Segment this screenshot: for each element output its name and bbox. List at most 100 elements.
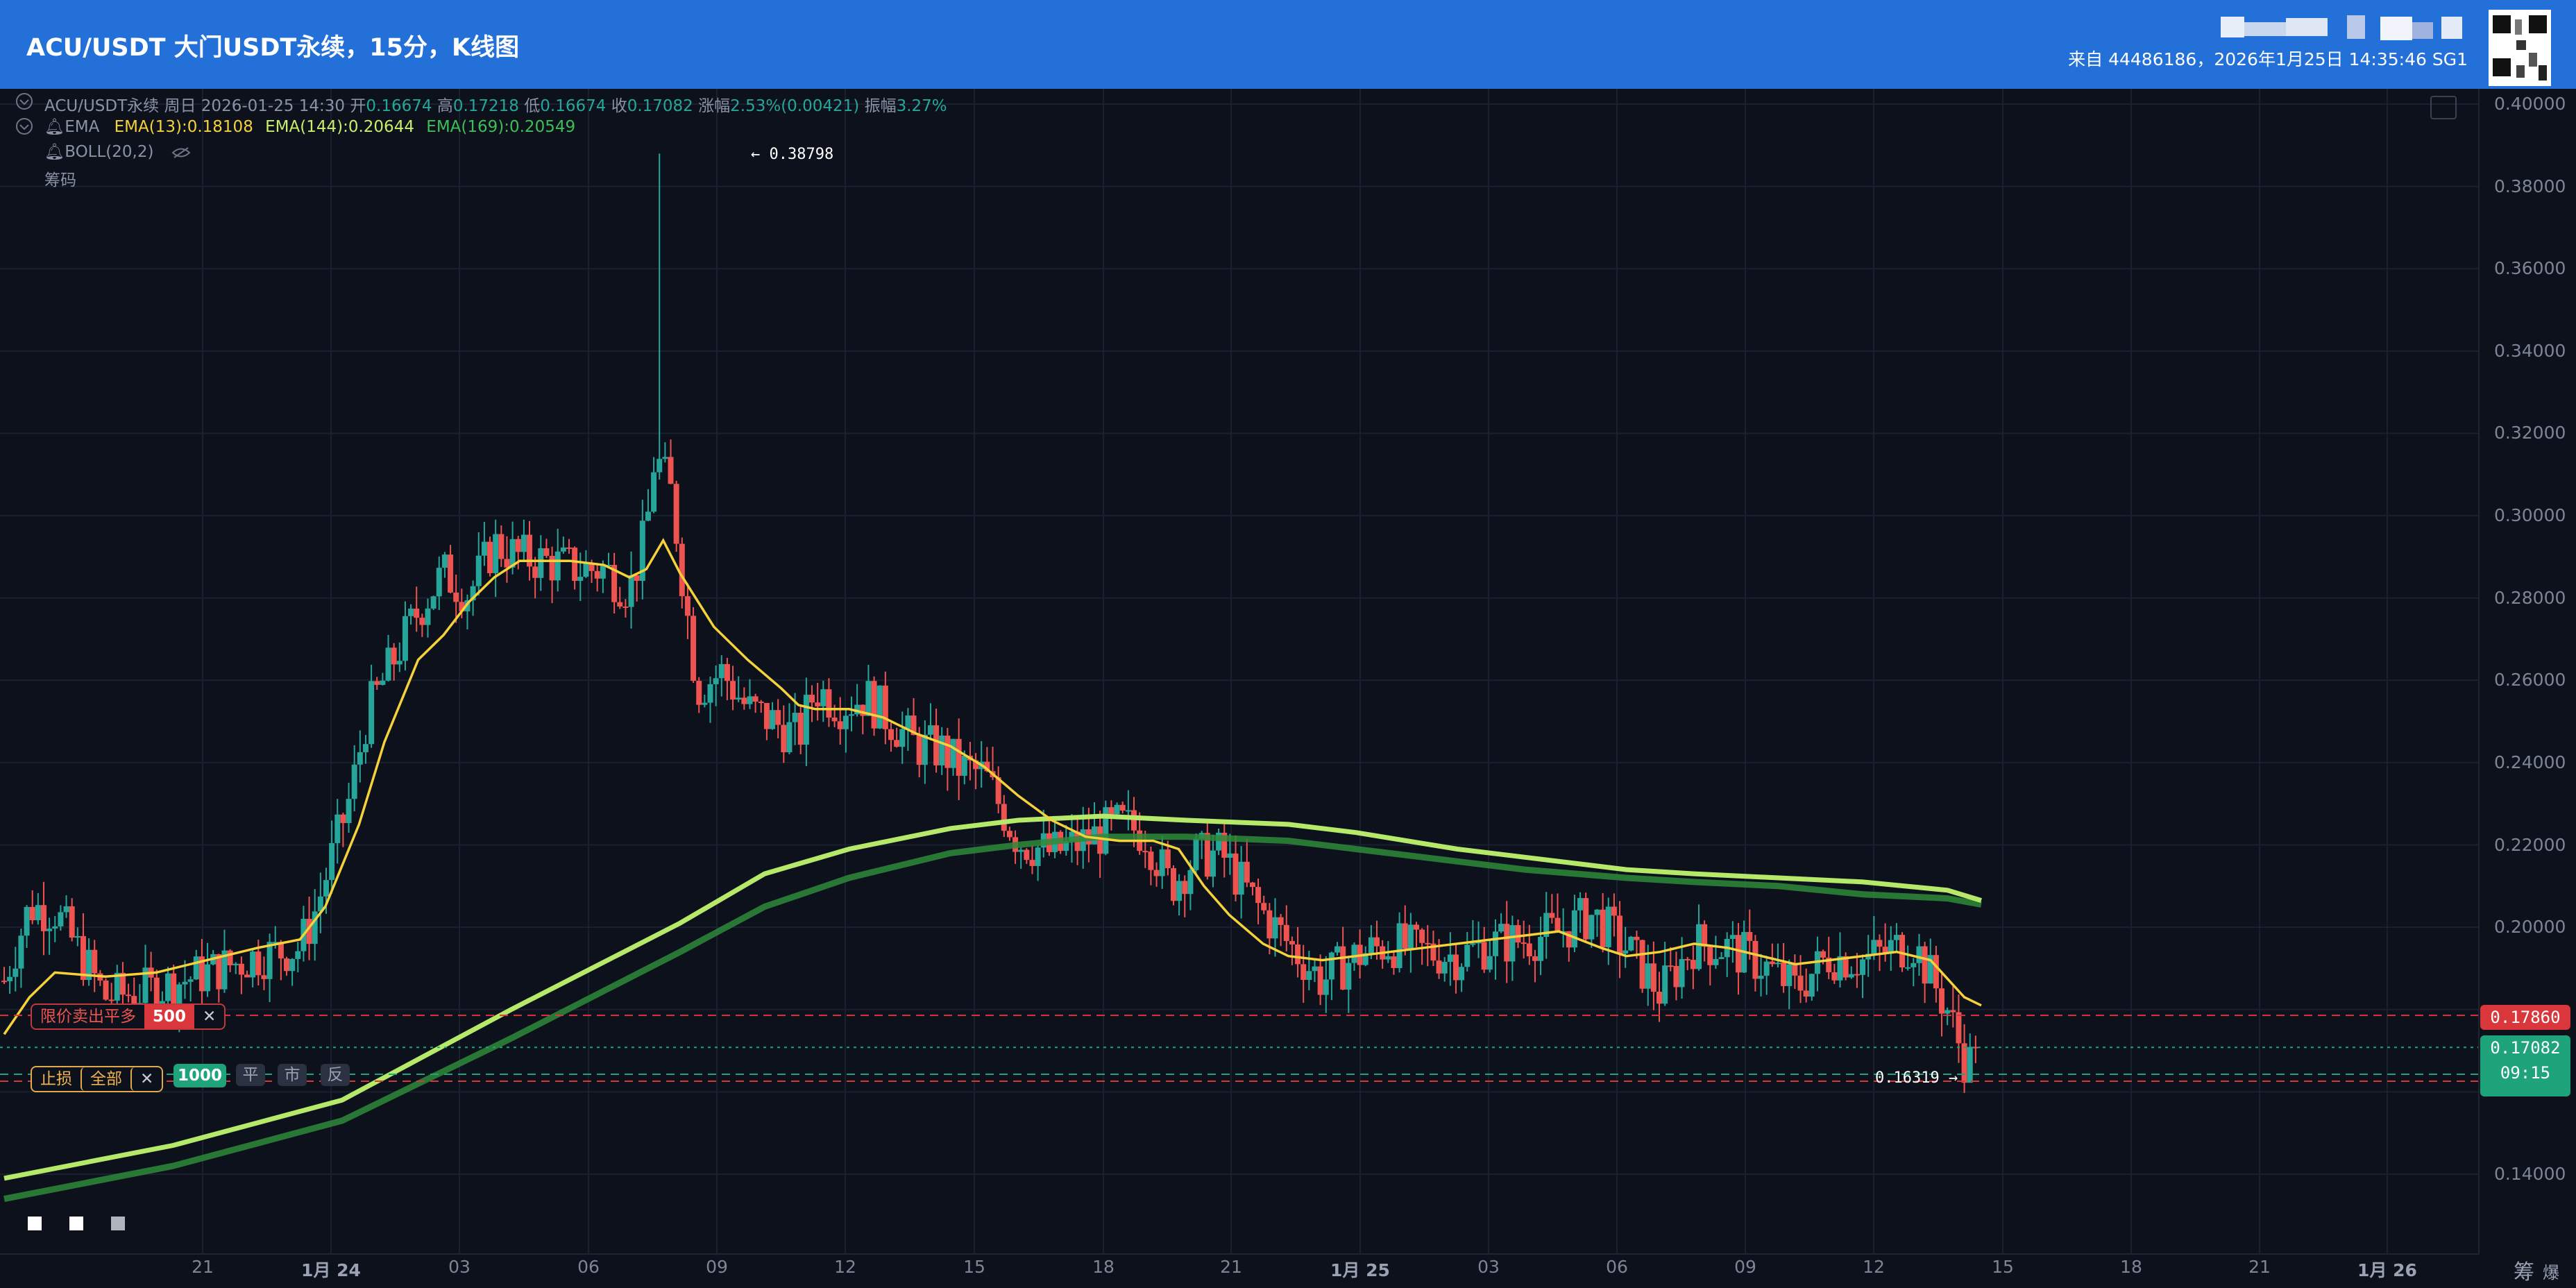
price-tick-label: 0.32000 [2494, 423, 2566, 443]
candle-body [1520, 942, 1527, 944]
candle-body [605, 565, 611, 567]
candle-body [910, 715, 917, 736]
burst-toggle[interactable]: 爆 [2543, 1263, 2559, 1282]
candle-body [1622, 950, 1629, 954]
candle-body [40, 905, 46, 931]
candle-body [758, 702, 764, 704]
candle-body [1249, 882, 1255, 888]
candle-body [566, 547, 572, 549]
candle-body [362, 744, 368, 752]
ohlc-legend: ACU/USDT永续 周日 2026-01-25 14:30 开0.16674 … [44, 92, 947, 116]
candle-body [730, 681, 736, 700]
ema144-line [3, 813, 1983, 1181]
candle-body [289, 958, 296, 972]
bell-icon[interactable]: 🔔︎ [44, 118, 65, 136]
candle-body [1876, 940, 1883, 947]
candle-body [944, 735, 951, 768]
price-tick-label: 0.30000 [2494, 505, 2566, 526]
position-qty[interactable]: 1000 [173, 1064, 227, 1087]
price-tick-label: 0.14000 [2494, 1164, 2566, 1184]
market-close-button[interactable]: 市 [278, 1064, 307, 1086]
candle-body [498, 534, 505, 559]
candle-body [1656, 992, 1663, 1004]
candle-body [1272, 917, 1278, 939]
fullscreen-icon[interactable] [2430, 96, 2457, 119]
candle-body [842, 715, 849, 729]
candle-body [244, 974, 251, 978]
candle-body [1029, 860, 1035, 866]
candle-body [690, 616, 697, 681]
avatar-mosaic [2221, 12, 2465, 43]
candle-body [7, 976, 13, 981]
qr-code[interactable] [2489, 10, 2551, 86]
time-tick-label: 06 [1606, 1257, 1628, 1277]
candle-body [1933, 955, 1939, 989]
candle-body [770, 710, 776, 729]
candle-body [475, 555, 482, 586]
candle-body [1961, 1043, 1967, 1083]
candle-body [238, 963, 244, 975]
stop-loss-widget[interactable]: 止损 全部 ✕ [31, 1066, 164, 1092]
price-tick-label: 0.24000 [2494, 752, 2566, 772]
candle-body [1628, 936, 1634, 951]
bell-icon[interactable]: 🔔︎ [44, 143, 65, 161]
legend-open-label: 开 [350, 97, 366, 115]
time-tick-label: 06 [577, 1257, 600, 1277]
close-icon[interactable]: ✕ [130, 1067, 162, 1091]
candle-body [831, 717, 838, 722]
candle-body [1114, 804, 1120, 815]
candle-body [171, 973, 177, 1008]
price-tick-label: 0.20000 [2494, 917, 2566, 938]
legend-amp-label: 振幅 [864, 97, 897, 115]
candle-body [58, 912, 64, 926]
candle-body [1871, 940, 1877, 954]
candle-body [1668, 965, 1674, 967]
candle-body [1571, 910, 1577, 948]
candle-body [549, 556, 555, 581]
candle-body [86, 949, 92, 981]
layout-icon[interactable] [28, 1217, 42, 1230]
close-position-button[interactable]: 平 [236, 1064, 265, 1086]
boll-legend: 🔔︎BOLL(20,2) [44, 142, 191, 161]
candle-body [1792, 964, 1798, 976]
ema13-value: EMA(13):0.18108 [114, 118, 253, 136]
candle-body [837, 721, 843, 729]
candle-body [1486, 956, 1493, 970]
candle-body [803, 695, 809, 745]
candle-body [340, 814, 346, 824]
candle-body [684, 596, 690, 616]
candle-body [1639, 940, 1645, 989]
candle-body [1842, 956, 1849, 978]
candle-body [1328, 952, 1334, 980]
reverse-button[interactable]: 反 [321, 1064, 350, 1086]
candle-body [927, 725, 933, 735]
chips-toggle[interactable]: 筹 [2514, 1260, 2534, 1285]
candle-body [221, 950, 228, 990]
candle-body [1119, 804, 1126, 811]
candle-body [984, 761, 990, 772]
collapse-icon[interactable] [15, 117, 33, 135]
candle-body [80, 935, 86, 981]
candle-body [1577, 898, 1584, 910]
close-icon[interactable]: ✕ [203, 1008, 217, 1026]
candle-body [430, 596, 437, 609]
candle-body [1916, 946, 1922, 963]
candle-body [1860, 959, 1866, 975]
candle-body [391, 647, 397, 665]
price-axis-border [2478, 89, 2480, 1255]
candle-body [724, 663, 730, 681]
candle-body [1164, 849, 1171, 869]
stop-loss-all[interactable]: 全部 [80, 1067, 130, 1091]
candle-body [153, 977, 160, 1012]
price-tick-label: 0.40000 [2494, 94, 2566, 114]
layout-icon[interactable] [111, 1217, 125, 1230]
candle-body [1972, 1046, 1978, 1049]
candle-body [1024, 849, 1030, 861]
layout-icon[interactable] [69, 1217, 83, 1230]
eye-hidden-icon[interactable] [171, 143, 191, 161]
limit-order-qty[interactable]: 500 [144, 1005, 195, 1028]
candle-body [52, 926, 58, 929]
collapse-icon[interactable] [15, 92, 33, 110]
limit-order-widget[interactable]: 限价卖出平多 500 ✕ [31, 1003, 226, 1030]
